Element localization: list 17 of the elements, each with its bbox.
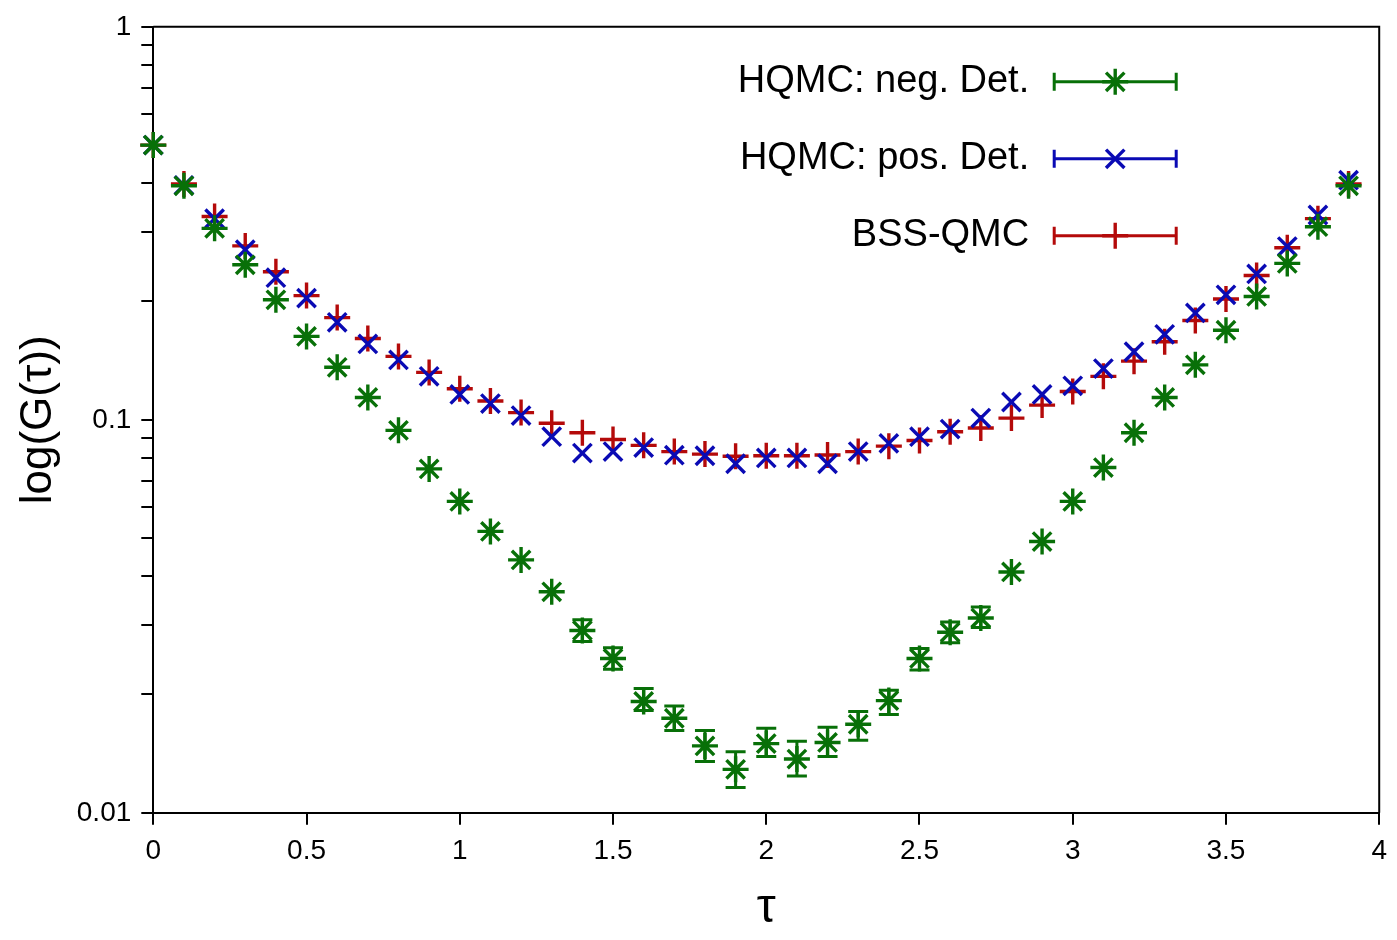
x-tick-label: 3.5 bbox=[1206, 834, 1246, 866]
x-tick-label: 2.5 bbox=[900, 834, 939, 866]
x-tick-label: 0 bbox=[145, 834, 162, 866]
legend-label: HQMC: pos. Det. bbox=[739, 135, 1030, 178]
y-tick-label: 1 bbox=[115, 9, 132, 41]
x-tick-label: 1.5 bbox=[593, 834, 633, 866]
x-tick-label: 0.5 bbox=[287, 834, 326, 866]
x-tick-label: 1 bbox=[451, 834, 468, 866]
legend-label: BSS-QMC bbox=[851, 212, 1030, 255]
x-axis-title: τ bbox=[756, 879, 776, 933]
legend-label: HQMC: neg. Det. bbox=[737, 58, 1030, 101]
x-tick-label: 3 bbox=[1064, 834, 1081, 866]
x-tick-label: 4 bbox=[1371, 834, 1387, 866]
y-axis-title: log(G(τ)) bbox=[10, 335, 60, 505]
y-tick-label: 0.1 bbox=[92, 402, 132, 434]
x-tick-label: 2 bbox=[758, 834, 775, 866]
y-tick-label: 0.01 bbox=[76, 795, 132, 827]
